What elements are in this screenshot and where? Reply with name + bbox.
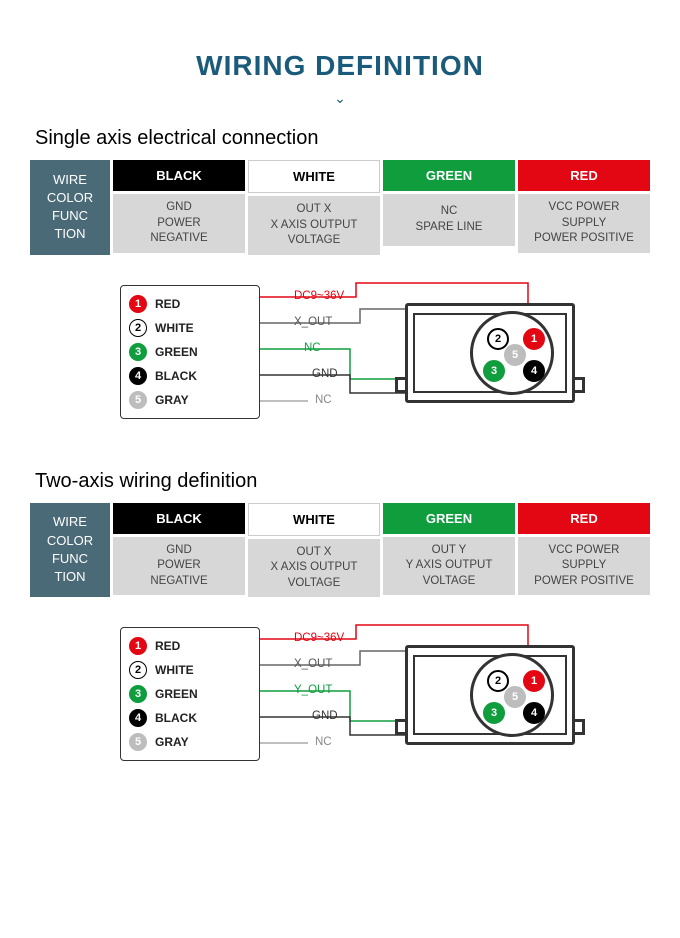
color-head: BLACK: [113, 160, 245, 191]
connector-pin: 2: [487, 670, 509, 692]
legend-row: 4 BLACK: [129, 364, 251, 388]
signal-label: NC: [315, 736, 332, 748]
color-head: WHITE: [248, 503, 380, 536]
section-title-two: Two-axis wiring definition: [35, 470, 650, 493]
legend-box: 1 RED 2 WHITE 3 GREEN 4 BLACK 5 GRAY: [120, 285, 260, 419]
connector-pin: 4: [523, 360, 545, 382]
legend-row: 1 RED: [129, 292, 251, 316]
pin-label: GREEN: [155, 687, 198, 701]
connector-plate: 12 345: [470, 653, 554, 737]
color-head: RED: [518, 160, 650, 191]
func-cell: GND POWER NEGATIVE: [113, 537, 245, 596]
connector-pin: 3: [483, 702, 505, 724]
func-cell: NC SPARE LINE: [383, 194, 515, 246]
connector-pin: 5: [504, 344, 526, 366]
connector-pin: 4: [523, 702, 545, 724]
signal-label: X_OUT: [294, 316, 332, 328]
section-title-single: Single axis electrical connection: [35, 127, 650, 150]
pin-ball-icon: 4: [129, 709, 147, 727]
pin-ball-icon: 2: [129, 661, 147, 679]
signal-label: GND: [312, 710, 338, 722]
pin-label: RED: [155, 639, 180, 653]
func-cell: VCC POWER SUPPLY POWER POSITIVE: [518, 537, 650, 596]
connector-pin: 1: [523, 328, 545, 350]
color-head: GREEN: [383, 503, 515, 534]
pin-label: GRAY: [155, 393, 189, 407]
pin-label: WHITE: [155, 321, 194, 335]
func-cell: OUT X X AXIS OUTPUT VOLTAGE: [248, 539, 380, 598]
legend-row: 5 GRAY: [129, 388, 251, 412]
legend-box: 1 RED 2 WHITE 3 GREEN 4 BLACK 5 GRAY: [120, 627, 260, 761]
func-cell: OUT Y Y AXIS OUTPUT VOLTAGE: [383, 537, 515, 596]
pin-label: WHITE: [155, 663, 194, 677]
pin-label: GREEN: [155, 345, 198, 359]
signal-label: NC: [315, 394, 332, 406]
func-cell: VCC POWER SUPPLY POWER POSITIVE: [518, 194, 650, 253]
schematic-single: 1RED2WHITE3GREEN4BLACK5GRAY 12345 DC9~36…: [60, 275, 620, 445]
page-title: WIRING DEFINITION: [30, 50, 650, 82]
legend-row: 2 WHITE: [129, 316, 251, 340]
pin-label: GRAY: [155, 735, 189, 749]
legend-row: 1 RED: [129, 634, 251, 658]
col-black: BLACK GND POWER NEGATIVE: [113, 160, 245, 255]
connector-pin: 1: [523, 670, 545, 692]
row-label: WIRE COLOR FUNC TION: [30, 160, 110, 255]
legend-row: 5 GRAY: [129, 730, 251, 754]
color-head: GREEN: [383, 160, 515, 191]
pin-ball-icon: 2: [129, 319, 147, 337]
col-black: BLACK GND POWER NEGATIVE: [113, 503, 245, 598]
signal-label: GND: [312, 368, 338, 380]
pin-ball-icon: 3: [129, 343, 147, 361]
col-green: GREEN NC SPARE LINE: [383, 160, 515, 255]
color-head: BLACK: [113, 503, 245, 534]
connector-pin: 3: [483, 360, 505, 382]
col-red: RED VCC POWER SUPPLY POWER POSITIVE: [518, 160, 650, 255]
col-green: GREEN OUT Y Y AXIS OUTPUT VOLTAGE: [383, 503, 515, 598]
pin-ball-icon: 3: [129, 685, 147, 703]
legend-row: 3 GREEN: [129, 682, 251, 706]
pin-ball-icon: 4: [129, 367, 147, 385]
chevron-down-icon: ⌄: [30, 90, 650, 107]
col-white: WHITE OUT X X AXIS OUTPUT VOLTAGE: [248, 160, 380, 255]
legend-row: 2 WHITE: [129, 658, 251, 682]
legend-row: 3 GREEN: [129, 340, 251, 364]
pin-ball-icon: 1: [129, 637, 147, 655]
pin-label: BLACK: [155, 711, 197, 725]
color-head: WHITE: [248, 160, 380, 193]
pin-ball-icon: 5: [129, 391, 147, 409]
row-label: WIRE COLOR FUNC TION: [30, 503, 110, 598]
signal-label: NC: [304, 342, 321, 354]
pin-label: BLACK: [155, 369, 197, 383]
connector-pin: 5: [504, 686, 526, 708]
func-cell: GND POWER NEGATIVE: [113, 194, 245, 253]
pin-ball-icon: 5: [129, 733, 147, 751]
connector-plate: 12 345: [470, 311, 554, 395]
col-red: RED VCC POWER SUPPLY POWER POSITIVE: [518, 503, 650, 598]
schematic-two: 1RED2WHITE3GREEN4BLACK5GRAY 12345 DC9~36…: [60, 617, 620, 787]
pin-label: RED: [155, 297, 180, 311]
legend-row: 4 BLACK: [129, 706, 251, 730]
signal-label: X_OUT: [294, 658, 332, 670]
col-white: WHITE OUT X X AXIS OUTPUT VOLTAGE: [248, 503, 380, 598]
wire-table-single: WIRE COLOR FUNC TION BLACK GND POWER NEG…: [30, 160, 650, 255]
color-head: RED: [518, 503, 650, 534]
connector-pin: 2: [487, 328, 509, 350]
func-cell: OUT X X AXIS OUTPUT VOLTAGE: [248, 196, 380, 255]
signal-label: DC9~36V: [294, 290, 344, 302]
signal-label: Y_OUT: [294, 684, 332, 696]
signal-label: DC9~36V: [294, 632, 344, 644]
pin-ball-icon: 1: [129, 295, 147, 313]
wire-table-two: WIRE COLOR FUNC TION BLACK GND POWER NEG…: [30, 503, 650, 598]
